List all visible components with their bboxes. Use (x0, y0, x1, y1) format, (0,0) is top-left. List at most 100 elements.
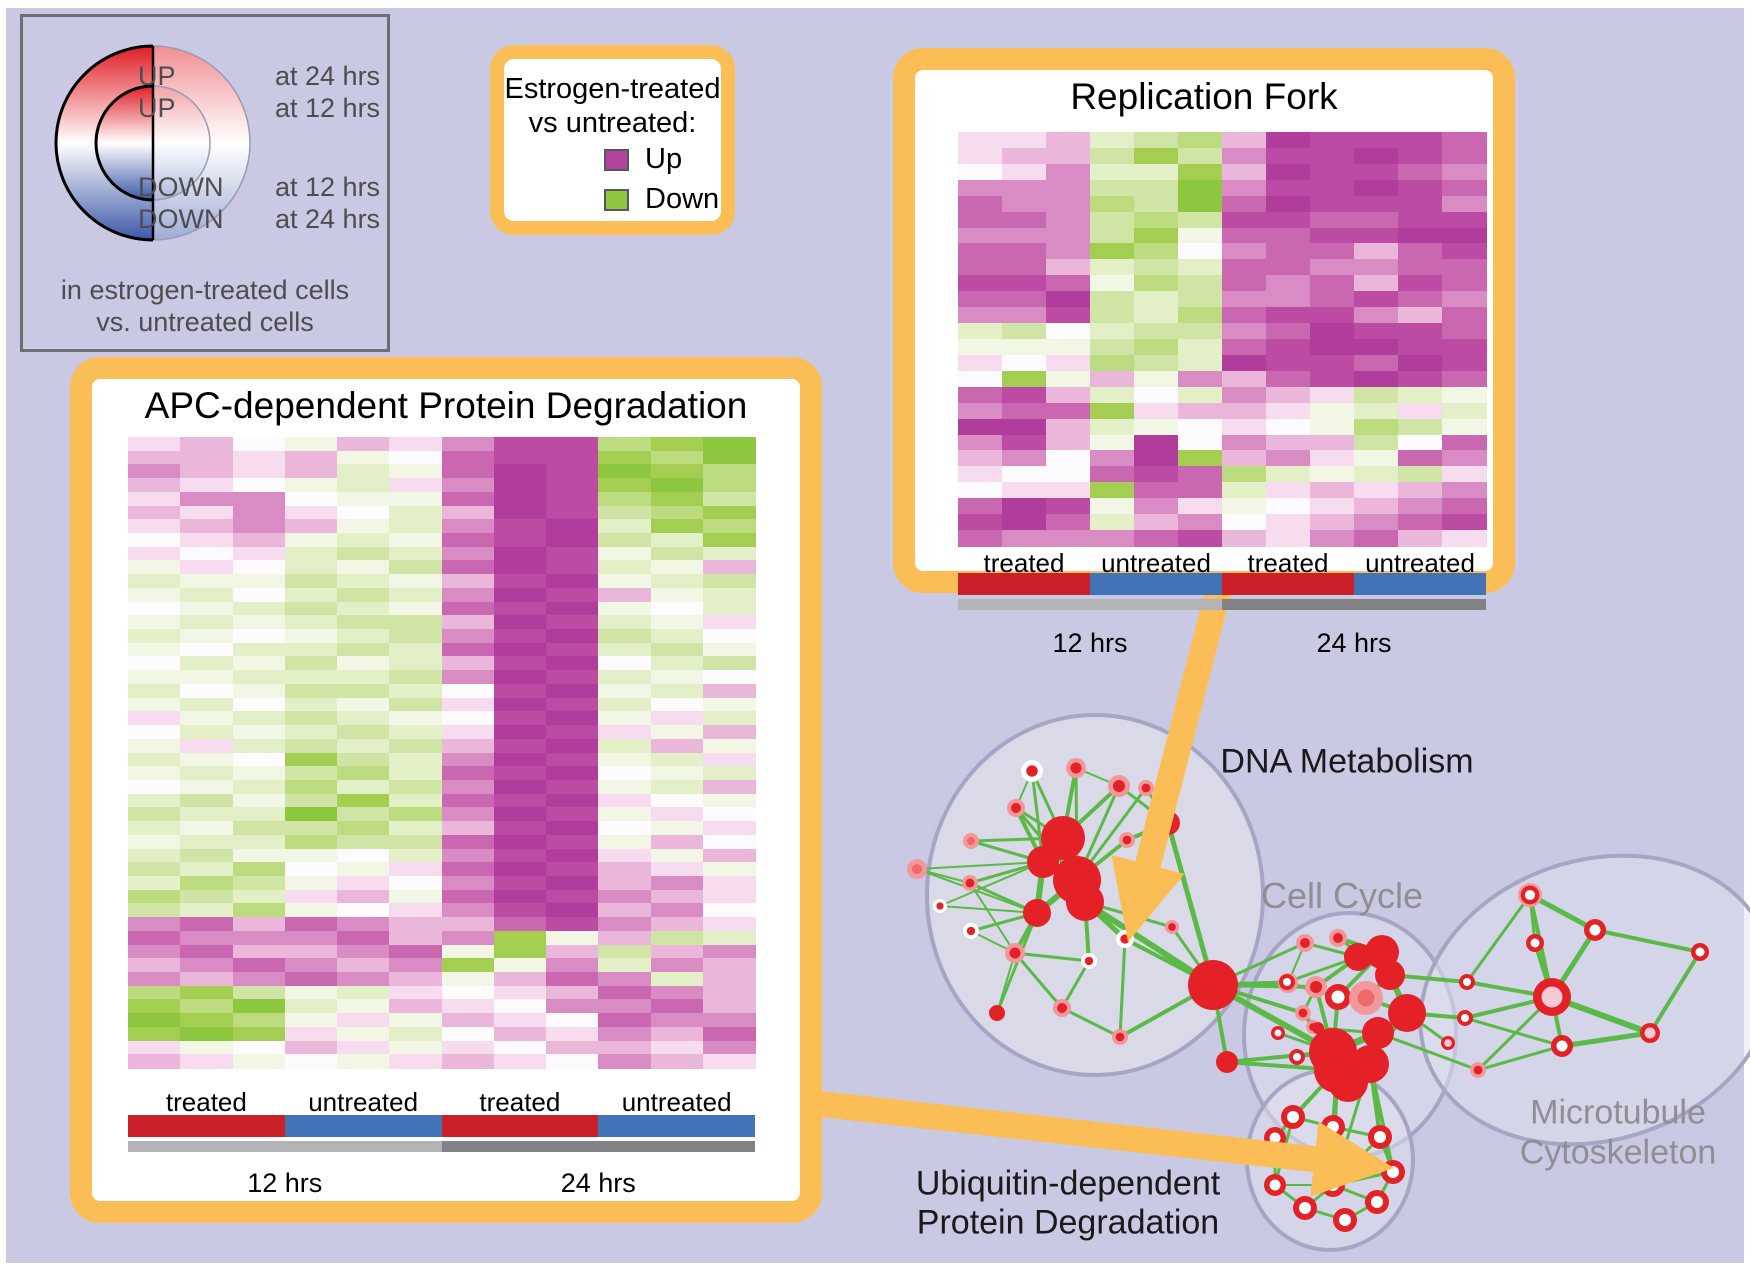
heatmap-cell (702, 917, 756, 932)
heatmap-cell (1310, 275, 1355, 292)
heatmap-cell (546, 971, 599, 987)
heatmap-cell (180, 615, 234, 630)
heatmap-cell (337, 862, 390, 877)
heatmap-cell (128, 629, 181, 644)
heatmap-cell (337, 505, 390, 520)
heatmap-cell (493, 601, 547, 616)
heatmap-cell (1002, 466, 1047, 483)
heatmap-cell (598, 985, 652, 1000)
heatmap-cell (650, 519, 704, 534)
heatmap-cell (1090, 163, 1135, 181)
apc-group-label-3: untreated (621, 1087, 732, 1117)
heatmap-cell (128, 711, 181, 726)
heatmap-cell (1046, 307, 1091, 324)
heatmap-cell (232, 889, 286, 904)
heatmap-cell (1178, 339, 1223, 356)
heatmap-cell (337, 766, 390, 781)
heatmap-cell (598, 560, 652, 575)
heatmap-cell (650, 903, 704, 918)
heatmap-cell (284, 766, 338, 781)
heatmap-cell (1178, 291, 1223, 308)
gene-node-whitering (1084, 956, 1094, 966)
heatmap-cell (493, 834, 547, 850)
heatmap-cell (702, 574, 756, 589)
heatmap-cell (180, 437, 234, 452)
heatmap-cell (1134, 132, 1179, 149)
network-edge (1648, 950, 1702, 1035)
heatmap-cell (128, 670, 181, 685)
heatmap-cell (650, 958, 704, 973)
heatmap-cell (337, 834, 390, 850)
heatmap-cell (958, 179, 1003, 197)
heatmap-cell (1222, 307, 1267, 324)
heatmap-cell (1398, 227, 1443, 245)
heatmap-cell (1354, 179, 1399, 197)
heatmap-cell (284, 1013, 338, 1028)
heatmap-cell (1222, 466, 1267, 483)
heatmap-cell (284, 971, 338, 987)
heatmap-cell (650, 752, 704, 767)
cluster-label-dna-metabolism: DNA Metabolism (1220, 742, 1474, 781)
heatmap-cell (546, 533, 599, 548)
heatmap-cell (1002, 434, 1047, 452)
heatmap-cell (650, 560, 704, 575)
heatmap-cell (128, 656, 181, 671)
heatmap-cell (1442, 259, 1487, 276)
heatmap-cell (128, 1013, 181, 1028)
heatmap-cell (1310, 450, 1355, 467)
heatmap-cell (493, 697, 547, 712)
heatmap-cell (958, 354, 1003, 372)
heatmap-cell (389, 875, 443, 891)
apc-treated-bar (441, 1115, 599, 1137)
heatmap-cell (650, 766, 704, 781)
gene-node-halodonut (1524, 889, 1536, 901)
heatmap-cell (493, 437, 547, 452)
heatmap-cell (1354, 132, 1399, 149)
heatmap-cell (1442, 466, 1487, 483)
heatmap-cell (1398, 339, 1443, 356)
heatmap-cell (1002, 275, 1047, 292)
heatmap-cell (546, 1040, 599, 1055)
heatmap-cell (493, 766, 547, 781)
gene-node-donut (1269, 1179, 1281, 1191)
heatmap-cell (493, 533, 547, 548)
network-edge (1014, 951, 1090, 963)
heatmap-cell (598, 725, 652, 740)
heatmap-cell (1310, 370, 1355, 388)
heatmap-cell (1398, 370, 1443, 388)
heatmap-cell (180, 1054, 234, 1069)
regulation-legend-title-line1: Estrogen-treated (504, 73, 721, 105)
heatmap-cell (1090, 386, 1135, 404)
heatmap-cell (128, 930, 181, 946)
heatmap-cell (441, 560, 495, 575)
heatmap-cell (598, 779, 652, 795)
cluster-label-protein-degradation: Protein Degradation (916, 1203, 1220, 1242)
heatmap-cell (1046, 514, 1091, 531)
heatmap-cell (128, 862, 181, 877)
heatmap-cell (650, 1054, 704, 1069)
heatmap-cell (128, 752, 181, 767)
heatmap-cell (598, 752, 652, 767)
heatmap-cell (1090, 259, 1135, 276)
heatmap-cell (598, 738, 652, 754)
heatmap-cell (1398, 466, 1443, 483)
heatmap-cell (441, 533, 495, 548)
heatmap-cell (546, 752, 599, 767)
heatmap-cell (598, 917, 652, 932)
heatmap-cell (128, 985, 181, 1000)
heatmap-cell (1222, 434, 1267, 452)
heatmap-cell (1046, 466, 1091, 483)
heatmap-cell (232, 587, 286, 603)
gene-node-pinkrim (1112, 779, 1126, 793)
heatmap-cell (1442, 291, 1487, 308)
heatmap-cell (1134, 482, 1179, 499)
heatmap-cell (441, 1040, 495, 1055)
heatmap-cell (1090, 530, 1135, 547)
heatmap-cell (546, 889, 599, 904)
heatmap-cell (1090, 514, 1135, 531)
heatmap-cell (389, 478, 443, 493)
heatmap-cell (337, 642, 390, 658)
heatmap-cell (284, 519, 338, 534)
heatmap-cell (546, 958, 599, 973)
heatmap-cell (232, 779, 286, 795)
